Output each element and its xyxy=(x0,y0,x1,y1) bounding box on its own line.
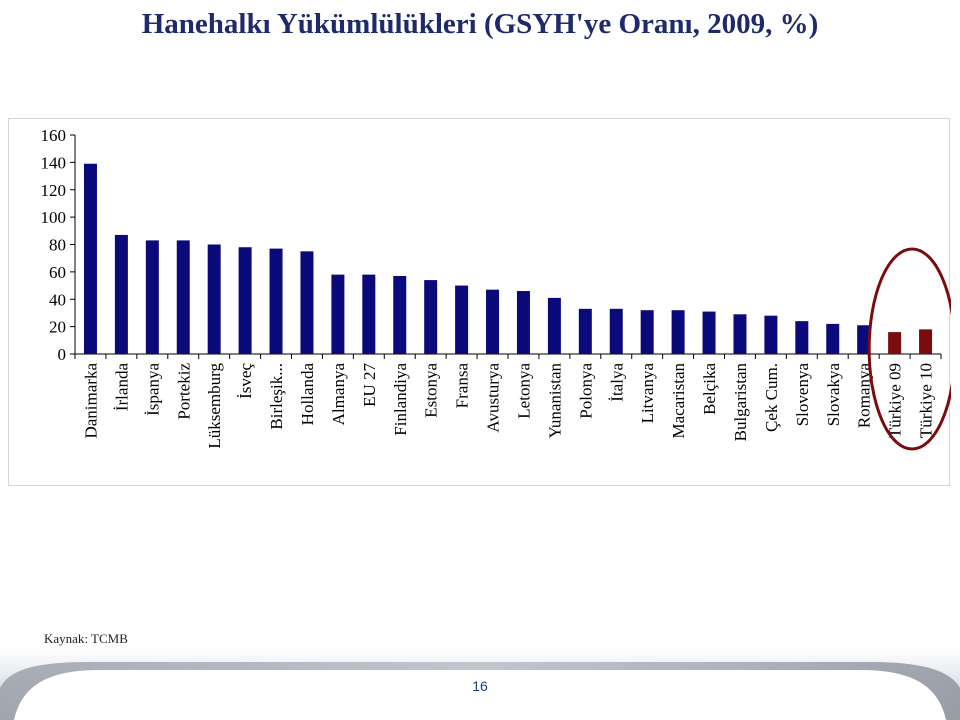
bar-7 xyxy=(300,251,314,354)
category-label-19: Macaristan xyxy=(669,363,688,439)
bar-23 xyxy=(795,321,809,354)
bar-11 xyxy=(424,280,438,354)
y-tick-label: 20 xyxy=(49,318,66,337)
bar-10 xyxy=(393,275,407,354)
category-label-2: İspanya xyxy=(143,363,162,416)
slide-title: Hanehalkı Yükümlülükleri (GSYH'ye Oranı,… xyxy=(141,8,819,40)
y-tick-label: 60 xyxy=(49,263,66,282)
bar-8 xyxy=(331,274,345,354)
highlight-annotation xyxy=(867,247,951,451)
bars xyxy=(83,163,933,354)
source-note: Kaynak: TCMB xyxy=(44,631,128,646)
chart-frame: 0 20 40 60 80 100 120 140 160 Danimarka İrlanda İs… xyxy=(8,118,951,486)
category-label-3: Portekiz xyxy=(174,363,193,420)
category-label-16: Polonya xyxy=(576,363,595,419)
category-label-13: Avusturya xyxy=(484,363,503,433)
category-label-10: Finlandiya xyxy=(391,363,410,436)
y-tick-label: 140 xyxy=(41,153,67,172)
bar-21 xyxy=(733,314,747,354)
category-label-0: Danimarka xyxy=(81,363,100,439)
bar-5 xyxy=(238,247,252,354)
bar-9 xyxy=(362,274,376,354)
bar-6 xyxy=(269,248,283,354)
category-label-24: Slovakya xyxy=(824,363,843,427)
footer-decoration xyxy=(0,648,960,720)
category-label-25: Romanya xyxy=(855,363,874,429)
category-label-6: Birleşik... xyxy=(267,363,286,430)
y-tick-label: 160 xyxy=(41,126,67,145)
y-tick-label: 40 xyxy=(49,290,66,309)
category-label-4: Lüksemburg xyxy=(205,363,224,449)
category-label-14: Letonya xyxy=(514,363,533,419)
category-label-23: Slovenya xyxy=(793,363,812,427)
bar-15 xyxy=(547,297,561,354)
bar-0 xyxy=(83,163,97,354)
bar-12 xyxy=(455,285,469,354)
category-label-21: Bulgaristan xyxy=(731,363,750,442)
bar-17 xyxy=(609,308,623,354)
y-tick-label: 0 xyxy=(58,345,67,364)
category-label-18: Litvanya xyxy=(638,363,657,424)
y-tick-label: 100 xyxy=(41,208,67,227)
bar-4 xyxy=(207,244,221,354)
category-label-26: Türkiye 09 xyxy=(886,363,905,438)
category-label-5: İsveç xyxy=(236,363,255,399)
category-label-9: EU 27 xyxy=(360,363,379,407)
bar-19 xyxy=(671,310,685,354)
bar-1 xyxy=(114,234,128,354)
bar-3 xyxy=(176,240,190,354)
category-labels: Danimarka İrlanda İspanya Portekiz Lüksembur… xyxy=(81,363,935,449)
category-label-7: Hollanda xyxy=(298,363,317,426)
category-label-20: Belçika xyxy=(700,363,719,415)
bar-27 xyxy=(919,329,933,354)
category-label-12: Fransa xyxy=(453,363,472,409)
bar-18 xyxy=(640,310,654,354)
category-label-1: İrlanda xyxy=(112,363,131,412)
bar-2 xyxy=(145,240,159,354)
category-label-27: Türkiye 10 xyxy=(917,363,936,438)
x-axis xyxy=(74,353,942,359)
category-label-17: İtalya xyxy=(607,363,626,402)
bar-24 xyxy=(826,323,840,354)
y-tick-label: 120 xyxy=(41,181,67,200)
highlight-ellipse xyxy=(867,247,951,451)
y-axis: 0 20 40 60 80 100 120 140 160 xyxy=(41,126,76,364)
bar-22 xyxy=(764,315,778,354)
category-label-15: Yunanistan xyxy=(545,363,564,439)
page-number: 16 xyxy=(472,678,488,694)
category-label-11: Estonya xyxy=(422,363,441,418)
category-label-22: Çek Cum. xyxy=(762,363,781,432)
bar-chart: 0 20 40 60 80 100 120 140 160 Danimarka İrlanda İs… xyxy=(41,126,951,451)
y-tick-label: 80 xyxy=(49,236,66,255)
bar-25 xyxy=(857,325,871,354)
bar-26 xyxy=(888,332,902,354)
bar-13 xyxy=(486,289,500,354)
bar-16 xyxy=(578,308,592,354)
bar-20 xyxy=(702,311,716,354)
category-label-8: Almanya xyxy=(329,363,348,426)
bar-14 xyxy=(516,291,530,354)
